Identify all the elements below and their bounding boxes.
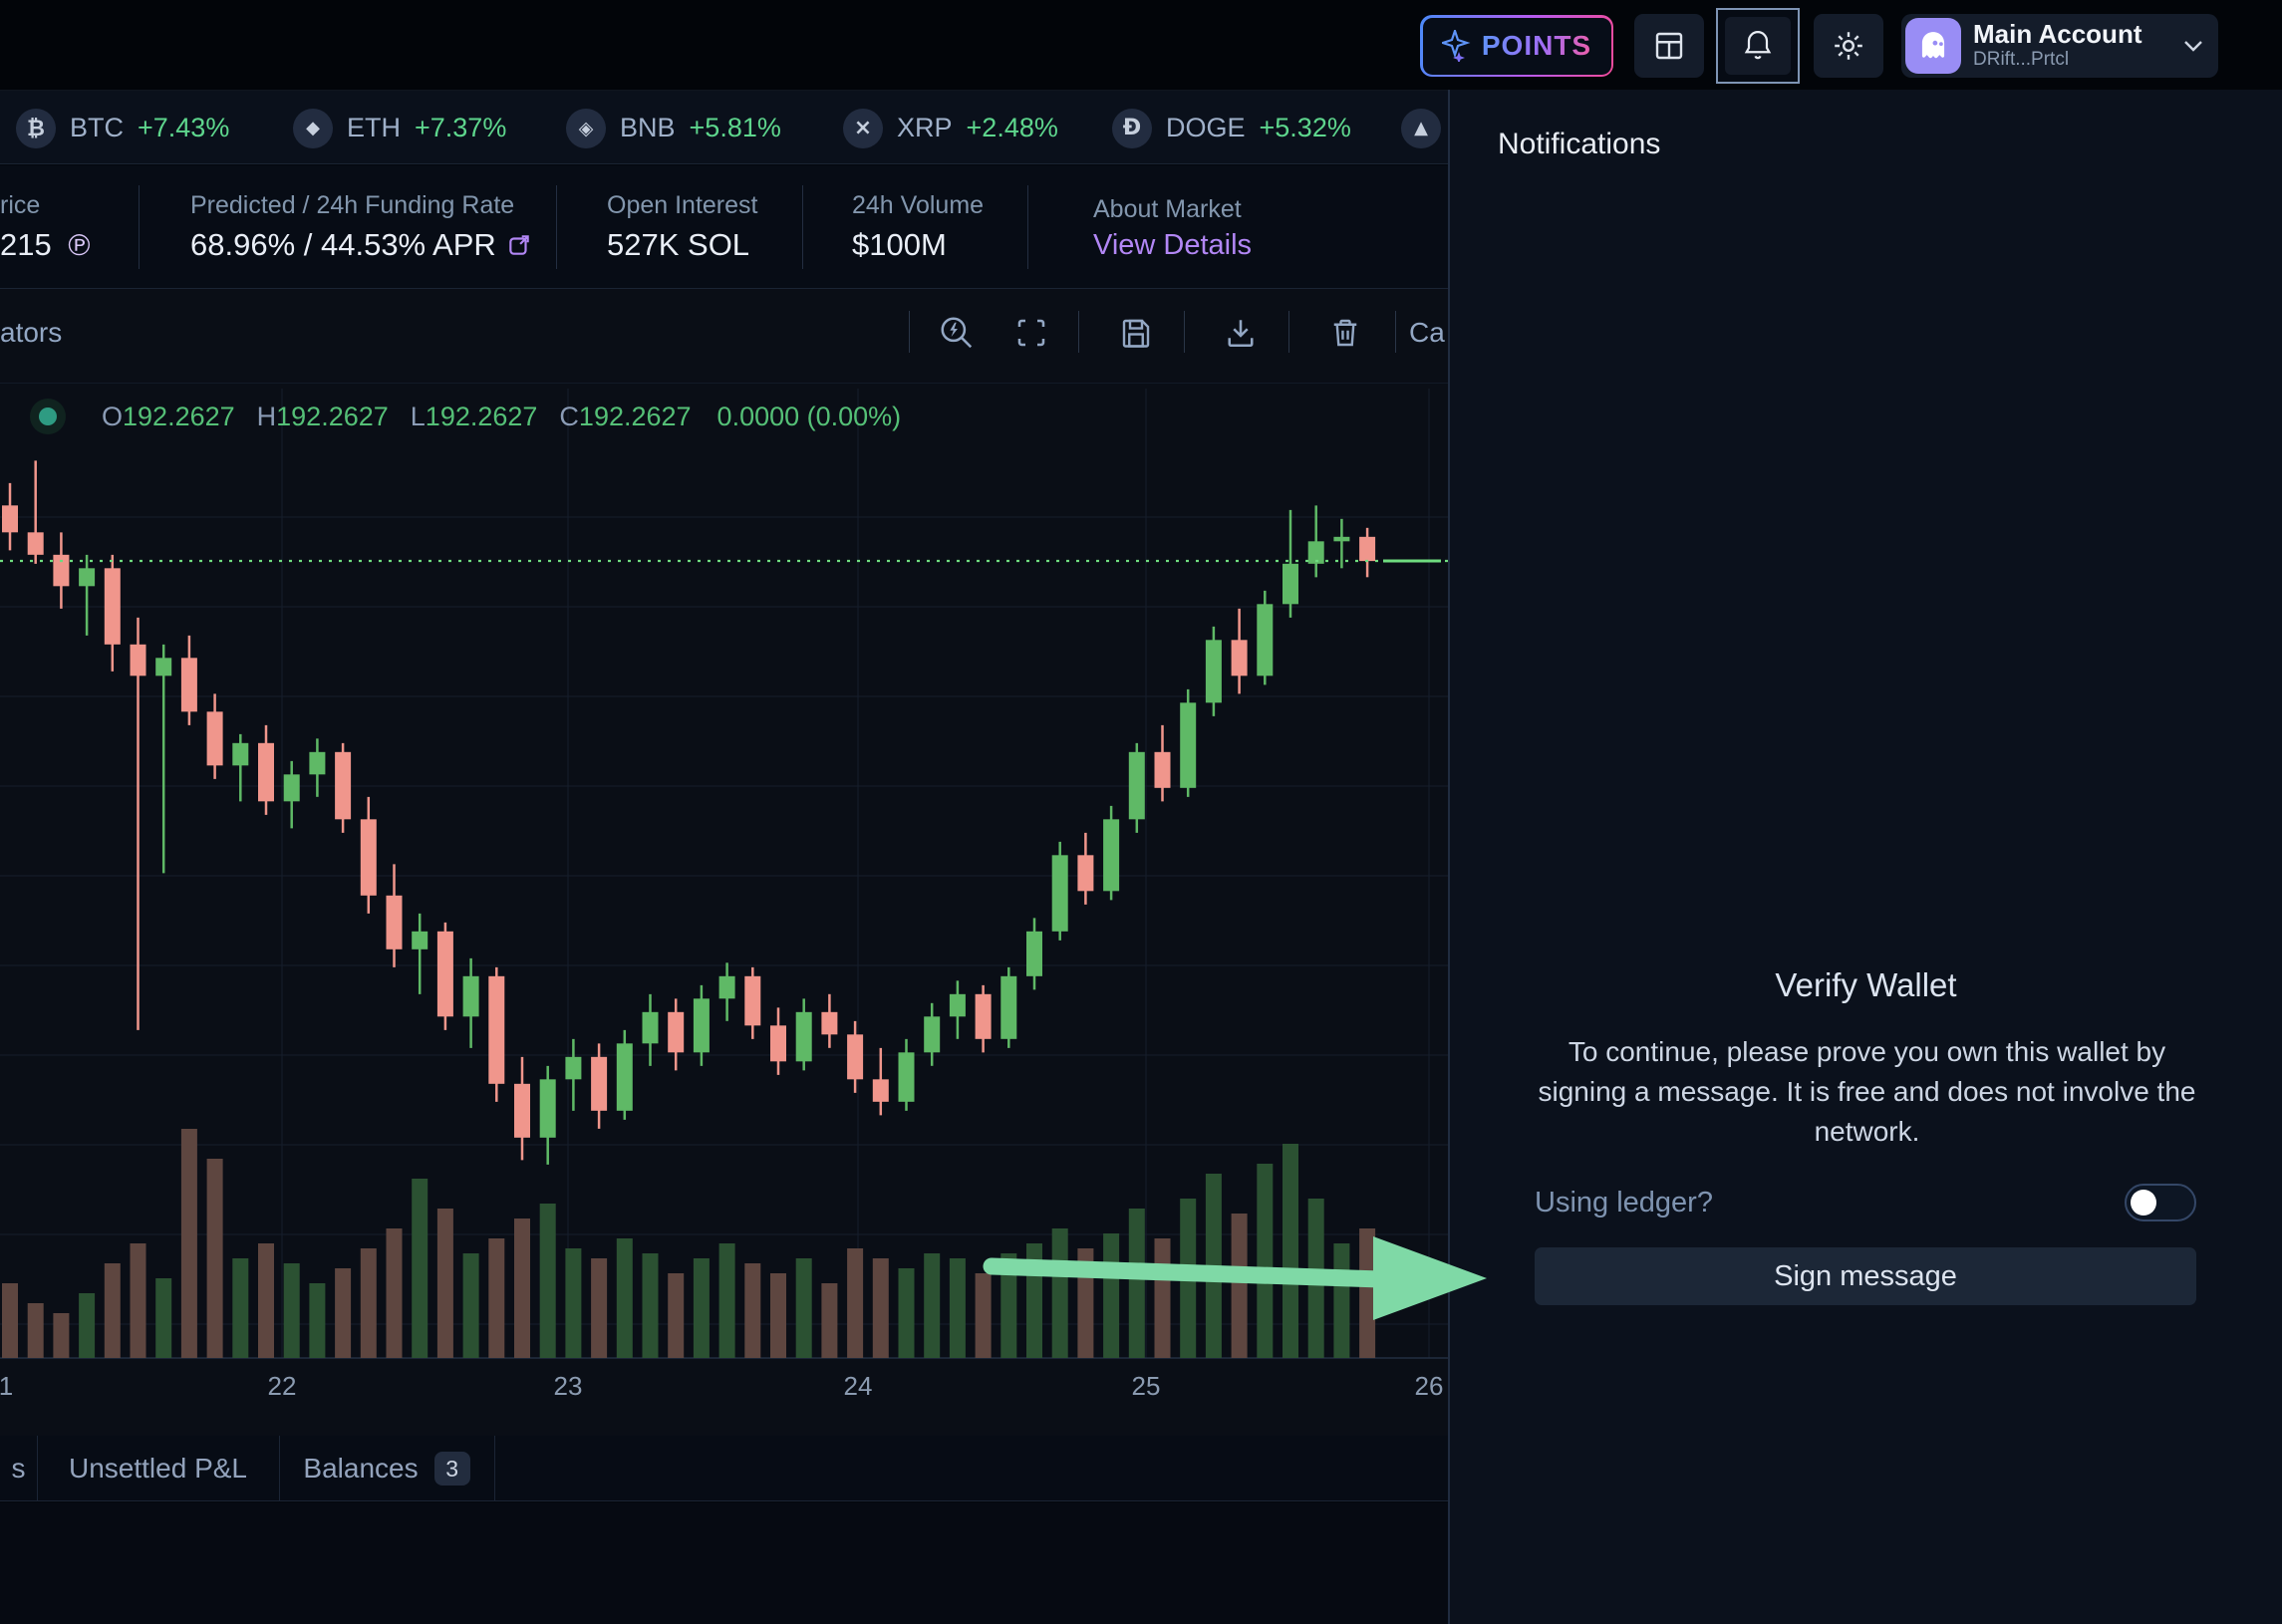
tab-positions-fragment[interactable]: s	[11, 1453, 26, 1484]
avax-icon: ▲	[1401, 108, 1441, 148]
using-ledger-label: Using ledger?	[1535, 1186, 1713, 1218]
ticker-item-bnb[interactable]: ◈ BNB +5.81%	[566, 91, 781, 165]
funding-rate-value: 68.96% / 44.53% APR	[190, 227, 532, 263]
account-name: Main Account	[1973, 19, 2142, 50]
sign-message-button[interactable]: Sign message	[1535, 1247, 2196, 1305]
points-label: POINTS	[1481, 30, 1592, 61]
divider	[1288, 311, 1289, 353]
bottom-panel-empty	[0, 1502, 1448, 1624]
bottom-tabs: s Unsettled P&L Balances 3	[0, 1436, 1448, 1501]
divider	[1395, 311, 1396, 353]
series-dot-icon[interactable]	[30, 399, 66, 434]
points-button[interactable]: POINTS	[1420, 15, 1613, 77]
verify-wallet-body: To continue, please prove you own this w…	[1538, 1036, 2196, 1148]
divider	[279, 1436, 280, 1501]
xrp-icon: ×	[843, 108, 883, 148]
view-details-link[interactable]: View Details	[1093, 229, 1253, 261]
notifications-title: Notifications	[1498, 128, 1661, 160]
svg-text:26: 26	[1415, 1371, 1444, 1401]
market-ticker-bar: ₿ BTC +7.43% ◆ ETH +7.37% ◈ BNB +5.81% ×…	[0, 90, 1448, 164]
chevron-down-icon	[2182, 39, 2204, 53]
divider	[1184, 311, 1185, 353]
price-value-fragment: 215 ℗	[0, 227, 91, 262]
bnb-icon: ◈	[566, 108, 606, 148]
market-stats-bar: rice 215 ℗ Predicted / 24h Funding Rate …	[0, 165, 1448, 289]
divider	[37, 1436, 38, 1501]
ledger-toggle[interactable]	[2125, 1184, 2196, 1221]
volume-24h-label: 24h Volume	[852, 191, 985, 219]
external-link-icon[interactable]	[506, 232, 532, 258]
tab-balances[interactable]: Balances 3	[279, 1436, 494, 1501]
account-subtitle: DRift...Prtcl	[1973, 48, 2070, 70]
price-label-fragment: rice	[0, 191, 41, 219]
about-market-label: About Market	[1093, 195, 1242, 223]
svg-text:23: 23	[554, 1371, 583, 1401]
bell-icon	[1741, 28, 1775, 64]
open-interest-value: 527K SOL	[607, 227, 750, 262]
notifications-button[interactable]	[1725, 17, 1791, 75]
eth-icon: ◆	[293, 108, 333, 148]
ghost-avatar-icon	[1905, 18, 1961, 74]
funding-rate-label: Predicted / 24h Funding Rate	[190, 191, 515, 219]
ticker-item-doge[interactable]: Ð DOGE +5.32%	[1112, 91, 1351, 165]
settings-button[interactable]	[1814, 14, 1883, 78]
tab-unsettled-pnl[interactable]: Unsettled P&L	[69, 1453, 247, 1484]
ticker-item-xrp[interactable]: × XRP +2.48%	[843, 91, 1058, 165]
open-interest-label: Open Interest	[607, 191, 758, 219]
fullscreen-button[interactable]	[1009, 311, 1053, 355]
save-button[interactable]	[1114, 311, 1158, 355]
balances-count-badge: 3	[433, 1452, 470, 1486]
flash-search-button[interactable]	[935, 311, 979, 355]
ledger-row: Using ledger?	[1535, 1181, 2196, 1224]
divider	[909, 311, 910, 353]
divider	[556, 185, 557, 269]
sparkles-icon	[1441, 30, 1472, 62]
volume-24h-value: $100M	[852, 227, 947, 262]
ticker-item-avax[interactable]: ▲	[1401, 91, 1441, 165]
trash-button[interactable]	[1323, 311, 1367, 355]
account-menu-button[interactable]: Main Account DRift...Prtcl	[1901, 14, 2218, 78]
notifications-button-active-outline	[1716, 8, 1800, 84]
candlestick-chart[interactable]: 1 22 23 24 25 26	[0, 389, 1448, 1436]
svg-text:1: 1	[0, 1371, 13, 1401]
btc-icon: ₿	[16, 108, 56, 148]
pyth-icon: ℗	[68, 229, 91, 262]
verify-wallet-title: Verify Wallet	[1775, 966, 1957, 1003]
divider	[494, 1436, 495, 1501]
layout-grid-button[interactable]	[1634, 14, 1704, 78]
ticker-item-btc[interactable]: ₿ BTC +7.43%	[16, 91, 229, 165]
toggle-knob	[2131, 1190, 2156, 1216]
top-bar: POINTS	[0, 0, 2282, 90]
svg-text:24: 24	[844, 1371, 873, 1401]
divider	[1027, 185, 1028, 269]
notifications-panel: Notifications Verify Wallet To continue,…	[1448, 90, 2282, 1624]
divider	[0, 383, 1448, 384]
svg-text:22: 22	[268, 1371, 297, 1401]
doge-icon: Ð	[1112, 108, 1152, 148]
layout-grid-icon	[1651, 28, 1687, 64]
svg-text:25: 25	[1132, 1371, 1161, 1401]
candles-dropdown-fragment[interactable]: Ca	[1409, 317, 1445, 348]
divider	[1078, 311, 1079, 353]
divider	[802, 185, 803, 269]
chart-pane[interactable]: 1 22 23 24 25 26 ators	[0, 289, 1448, 1436]
gear-icon	[1831, 28, 1866, 64]
indicators-label-fragment[interactable]: ators	[0, 317, 63, 348]
divider	[139, 185, 140, 269]
download-button[interactable]	[1219, 311, 1263, 355]
ohlc-change: 0.0000 (0.00%)	[716, 401, 902, 431]
ohlc-legend: O 192.2627 H 192.2627 L 192.2627 C 192.2627 …	[0, 394, 1448, 439]
ticker-item-eth[interactable]: ◆ ETH +7.37%	[293, 91, 506, 165]
